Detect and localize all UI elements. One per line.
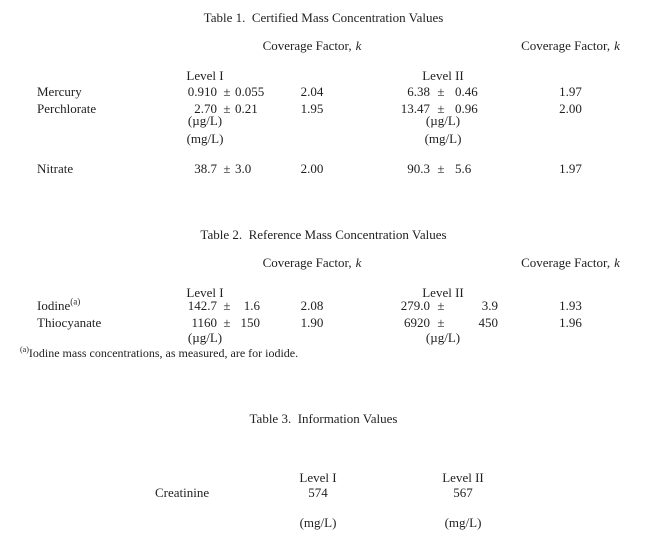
plus-minus-symbol: ± bbox=[223, 161, 231, 176]
coverage-factor-symbol: k bbox=[614, 38, 620, 53]
coverage-factor-2-cell: 2.00 bbox=[559, 101, 582, 116]
coverage-factor-symbol: k bbox=[355, 255, 362, 270]
level1-uncertainty-cell: 3.0 bbox=[235, 161, 252, 176]
level1-value-cell: 1160 bbox=[191, 315, 217, 330]
level2-uncertainty-cell: 5.6 bbox=[455, 161, 472, 176]
coverage-factor-symbol: k bbox=[614, 255, 620, 270]
level2-unit-cell: (mg/L) bbox=[424, 131, 462, 146]
plus-minus-symbol: ± bbox=[223, 298, 231, 313]
coverage-factor-label: Coverage Factor, bbox=[521, 255, 611, 270]
coverage-factor-label: Coverage Factor, bbox=[521, 38, 611, 53]
coverage-factor-label: Coverage Factor, bbox=[262, 255, 352, 270]
analyte-cell: Mercury bbox=[37, 84, 82, 99]
table-2-title: Table 2. Reference Mass Concentration Va… bbox=[200, 227, 447, 242]
table-3-level2-header: Level II (mg/L) bbox=[413, 440, 513, 533]
table-2-level1-header: Level I (µg/L) bbox=[155, 255, 255, 375]
table-1-level2-header: Level II (µg/L) bbox=[380, 38, 506, 158]
table-1-coverage-factor-1-header: Coverage Factor, k bbox=[262, 38, 362, 53]
table-row-creatinine: Creatinine 574 567 bbox=[0, 485, 647, 501]
table-row-nitrate: Nitrate 38.7 ± 3.0 2.00 90.3 ± 5.6 1.97 bbox=[37, 161, 647, 177]
table-1-coverage-factor-2-header: Coverage Factor, k bbox=[518, 38, 623, 53]
plus-minus-symbol: ± bbox=[437, 161, 445, 176]
coverage-factor-1-cell: 1.95 bbox=[300, 101, 324, 116]
table-2-level2-header: Level II (µg/L) bbox=[380, 255, 506, 375]
table-row-perchlorate: Perchlorate 2.70 ± 0.21 1.95 13.47 ± 0.9… bbox=[37, 101, 647, 117]
coverage-factor-1-cell: 2.08 bbox=[300, 298, 324, 313]
level2-value-cell: 6.38 bbox=[407, 84, 430, 99]
footnote-marker: (a) bbox=[70, 296, 81, 307]
level1-unit: (µg/L) bbox=[187, 113, 223, 128]
level2-uncertainty-cell: 0.46 bbox=[455, 84, 478, 99]
table-1-header-row: Level I (µg/L) Coverage Factor, k Level I… bbox=[37, 38, 647, 128]
level1-value-cell: 2.70 bbox=[194, 101, 217, 116]
coverage-factor-1-cell: 1.90 bbox=[300, 315, 324, 330]
table-1-title: Table 1. Certified Mass Concentration Va… bbox=[203, 10, 444, 25]
level2-label: Level II bbox=[422, 68, 464, 83]
level1-value-cell: 574 bbox=[308, 485, 328, 500]
footnote-text: Iodine mass concentrations, as measured,… bbox=[28, 346, 299, 360]
coverage-factor-2-cell: 1.97 bbox=[559, 161, 582, 176]
level1-value-cell: 142.7 bbox=[187, 298, 217, 313]
plus-minus-symbol: ± bbox=[223, 315, 231, 330]
level2-value-cell: 6920 bbox=[404, 315, 430, 330]
level1-unit: (µg/L) bbox=[187, 330, 223, 345]
level2-uncertainty-cell: 3.9 bbox=[481, 298, 498, 313]
analyte-cell: Iodine(a) bbox=[37, 296, 81, 313]
level1-uncertainty-cell: 1.6 bbox=[243, 298, 260, 313]
analyte-name: Iodine bbox=[37, 298, 71, 313]
level2-value-cell: 90.3 bbox=[407, 161, 430, 176]
coverage-factor-2-cell: 1.97 bbox=[559, 84, 582, 99]
level1-unit: (mg/L) bbox=[299, 515, 337, 530]
table-3-header-row: Level I (mg/L) Level II (mg/L) bbox=[0, 440, 647, 530]
table-3-title: Table 3. Information Values bbox=[249, 411, 398, 426]
level1-label: Level I bbox=[186, 285, 224, 300]
table-row-iodine: Iodine(a) 142.7 ± 1.6 2.08 279.0 ± 3.9 1… bbox=[37, 296, 647, 314]
level1-value-cell: 38.7 bbox=[194, 161, 217, 176]
table-row-mercury: Mercury 0.910 ± 0.055 2.04 6.38 ± 0.46 1… bbox=[37, 84, 647, 100]
table-2-coverage-factor-2-header: Coverage Factor, k bbox=[518, 255, 623, 270]
plus-minus-symbol: ± bbox=[437, 84, 445, 99]
level1-label: Level I bbox=[186, 68, 224, 83]
analyte-cell: Thiocyanate bbox=[37, 315, 102, 330]
coverage-factor-1-cell: 2.00 bbox=[300, 161, 324, 176]
table-1-unit-row: (mg/L) (mg/L) bbox=[37, 131, 647, 147]
coverage-factor-1-cell: 2.04 bbox=[300, 84, 324, 99]
level1-uncertainty-cell: 0.055 bbox=[235, 84, 265, 99]
level1-uncertainty-cell: 0.21 bbox=[235, 101, 258, 116]
coverage-factor-symbol: k bbox=[355, 38, 362, 53]
level2-uncertainty-cell: 0.96 bbox=[455, 101, 478, 116]
table-row-thiocyanate: Thiocyanate 1160 ± 150 1.90 6920 ± 450 1… bbox=[37, 315, 647, 331]
level1-uncertainty-cell: 150 bbox=[240, 315, 261, 330]
plus-minus-symbol: ± bbox=[223, 84, 231, 99]
level1-value-cell: 0.910 bbox=[187, 84, 217, 99]
level2-unit: (µg/L) bbox=[425, 330, 461, 345]
coverage-factor-2-cell: 1.96 bbox=[559, 315, 582, 330]
analyte-cell: Creatinine bbox=[155, 485, 210, 500]
table-3-level1-header: Level I (mg/L) bbox=[268, 440, 368, 533]
plus-minus-symbol: ± bbox=[437, 315, 445, 330]
coverage-factor-label: Coverage Factor, bbox=[262, 38, 352, 53]
plus-minus-symbol: ± bbox=[437, 101, 445, 116]
coverage-factor-2-cell: 1.93 bbox=[559, 298, 582, 313]
level2-value-cell: 279.0 bbox=[400, 298, 430, 313]
level1-label: Level I bbox=[299, 470, 337, 485]
table-2-coverage-factor-1-header: Coverage Factor, k bbox=[262, 255, 362, 270]
level1-unit-cell: (mg/L) bbox=[186, 131, 224, 146]
level2-label: Level II bbox=[422, 285, 464, 300]
plus-minus-symbol: ± bbox=[223, 101, 231, 116]
table-1-level1-header: Level I (µg/L) bbox=[155, 38, 255, 158]
level2-uncertainty-cell: 450 bbox=[478, 315, 499, 330]
table-2-header-row: Level I (µg/L) Coverage Factor, k Level I… bbox=[37, 255, 647, 345]
analyte-cell: Perchlorate bbox=[37, 101, 97, 116]
analyte-cell: Nitrate bbox=[37, 161, 74, 176]
plus-minus-symbol: ± bbox=[437, 298, 445, 313]
level2-unit: (µg/L) bbox=[425, 113, 461, 128]
level2-label: Level II bbox=[442, 470, 484, 485]
level2-value-cell: 567 bbox=[453, 485, 473, 500]
footnote-marker: (a) bbox=[20, 345, 29, 354]
level2-unit: (mg/L) bbox=[444, 515, 482, 530]
table-2-footnote: (a)Iodine mass concentrations, as measur… bbox=[20, 345, 299, 361]
level2-value-cell: 13.47 bbox=[400, 101, 430, 116]
